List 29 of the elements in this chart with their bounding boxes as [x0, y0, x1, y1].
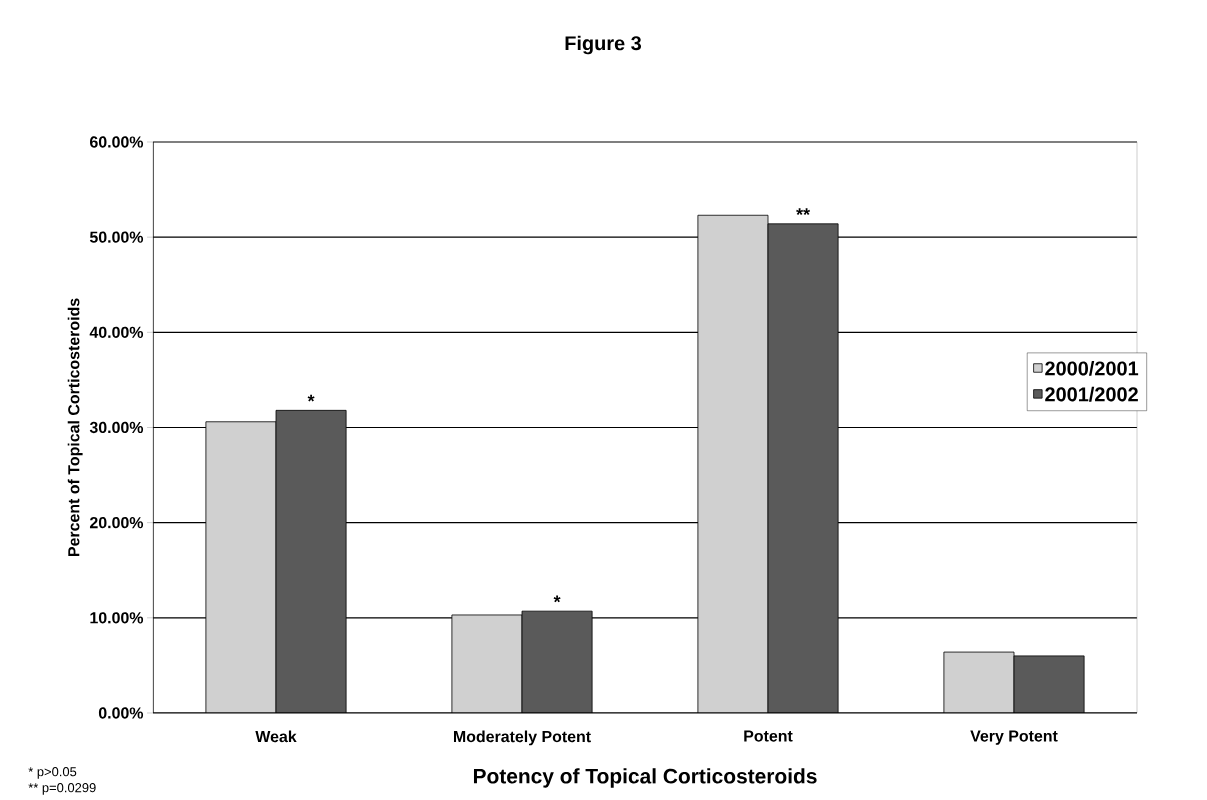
legend-label: 2000/2001 — [1045, 360, 1139, 376]
bar — [205, 421, 277, 713]
chart-title: Figure 3 — [565, 35, 642, 55]
annotation: ** — [796, 208, 811, 215]
bar — [943, 651, 1015, 713]
text: * p>0.05 — [28, 767, 77, 779]
bar — [697, 214, 769, 713]
y-axis-title: Percent of Topical Corticosteroids — [67, 298, 83, 557]
x-axis-title: Potency of Topical Corticosteroids — [473, 768, 817, 788]
y-tick-label: 0.00% — [98, 707, 144, 719]
bar — [767, 223, 839, 713]
bar — [451, 614, 523, 713]
y-tick-label: 10.00% — [90, 612, 144, 624]
bar — [521, 610, 593, 713]
x-tick-label: Moderately Potent — [453, 730, 591, 746]
x-tick-label: Very Potent — [970, 730, 1058, 745]
x-tick-label: Weak — [255, 730, 297, 743]
y-tick-label: 40.00% — [89, 326, 144, 338]
y-tick-label: 30.00% — [89, 421, 144, 434]
bar — [275, 409, 347, 713]
annotation: * — [553, 595, 561, 603]
x-tick-label: Potent — [744, 730, 793, 742]
bar — [1013, 655, 1085, 713]
y-tick-label: 20.00% — [89, 517, 144, 529]
legend-label: 2001/2002 — [1045, 386, 1138, 402]
y-tick-label: 60.00% — [90, 136, 144, 148]
text: ** p=0.0299 — [28, 783, 96, 795]
y-tick-label: 50.00% — [89, 231, 144, 243]
annotation: * — [307, 394, 315, 402]
